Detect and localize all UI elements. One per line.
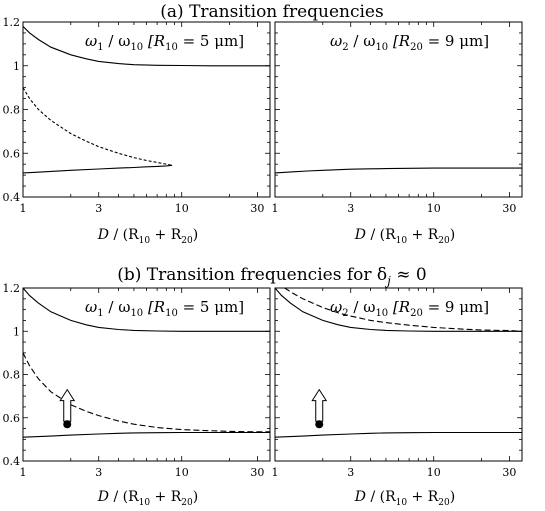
y-tick-label: 0.8 (3, 369, 21, 382)
dot-marker (315, 420, 324, 429)
x-tick-label: 10 (427, 202, 441, 215)
chart-a-left: 1 3 10 30 0.4 0.6 0.8 1 1.2 (3, 16, 271, 215)
label-b-right: ω2 / ω10 [R20 = 9 μm] (330, 298, 489, 319)
xlabel-b-left: D / (R10 + R20) (97, 489, 198, 508)
arrow-marker (311, 388, 328, 422)
x-tick-label: 1 (20, 202, 27, 215)
series-line-2 (284, 287, 523, 332)
x-tick-label: 10 (427, 466, 441, 479)
y-tick-label: 1 (13, 325, 20, 338)
y-tick-label: 1.2 (3, 282, 21, 295)
x-tick-label: 30 (502, 466, 516, 479)
dot-marker (63, 420, 72, 429)
label-b-left: ω1 / ω10 [R10 = 5 μm] (85, 298, 244, 319)
y-tick-label: 0.6 (3, 147, 21, 160)
series-line-2 (22, 87, 173, 166)
panel-b-title: (b) Transition frequencies for δj ≈ 0 (117, 265, 426, 288)
panel-b-title-tail: ≈ 0 (391, 265, 427, 285)
y-tick-label: 1.2 (3, 16, 21, 29)
x-tick-label: 30 (250, 466, 264, 479)
chart-b-left: 1 3 10 30 0.4 0.6 0.8 1 1.2 (3, 282, 271, 479)
chart-b-right: 1 3 10 30 (272, 287, 523, 479)
panel-b-title-main: (b) Transition frequencies for δ (117, 265, 387, 285)
xlabel-a-right: D / (R10 + R20) (354, 227, 455, 246)
x-tick-label: 3 (347, 202, 354, 215)
series-line-1 (274, 167, 522, 174)
label-a-right: ω2 / ω10 [R20 = 9 μm] (330, 32, 489, 53)
y-tick-label: 1 (13, 60, 20, 73)
series-line-2 (22, 352, 270, 433)
panel-a-title: (a) Transition frequencies (160, 2, 383, 22)
series-line-3 (274, 431, 522, 438)
xlabel-a-left: D / (R10 + R20) (97, 227, 198, 246)
y-tick-label: 0.4 (3, 191, 21, 204)
x-tick-label: 30 (250, 202, 264, 215)
x-tick-label: 1 (20, 466, 27, 479)
label-a-left: ω1 / ω10 [R10 = 5 μm] (85, 32, 244, 53)
x-tick-label: 3 (95, 202, 102, 215)
series-line-1 (22, 26, 270, 67)
series-line-3 (22, 164, 173, 174)
x-tick-label: 10 (175, 466, 189, 479)
x-tick-label: 1 (272, 202, 279, 215)
x-tick-label: 10 (175, 202, 189, 215)
series-line-3 (22, 431, 270, 438)
series-line-1 (22, 287, 270, 332)
y-tick-label: 0.4 (3, 455, 21, 468)
x-tick-label: 3 (95, 466, 102, 479)
y-tick-label: 0.8 (3, 104, 21, 117)
chart-a-right: 1 3 10 30 (272, 21, 523, 215)
x-tick-label: 1 (272, 466, 279, 479)
panel-b-title-sub: j (384, 274, 391, 288)
y-tick-label: 0.6 (3, 412, 21, 425)
x-tick-label: 3 (347, 466, 354, 479)
arrow-marker (59, 388, 76, 422)
series-line-1 (274, 287, 522, 332)
x-tick-label: 30 (502, 202, 516, 215)
xlabel-b-right: D / (R10 + R20) (354, 489, 455, 508)
